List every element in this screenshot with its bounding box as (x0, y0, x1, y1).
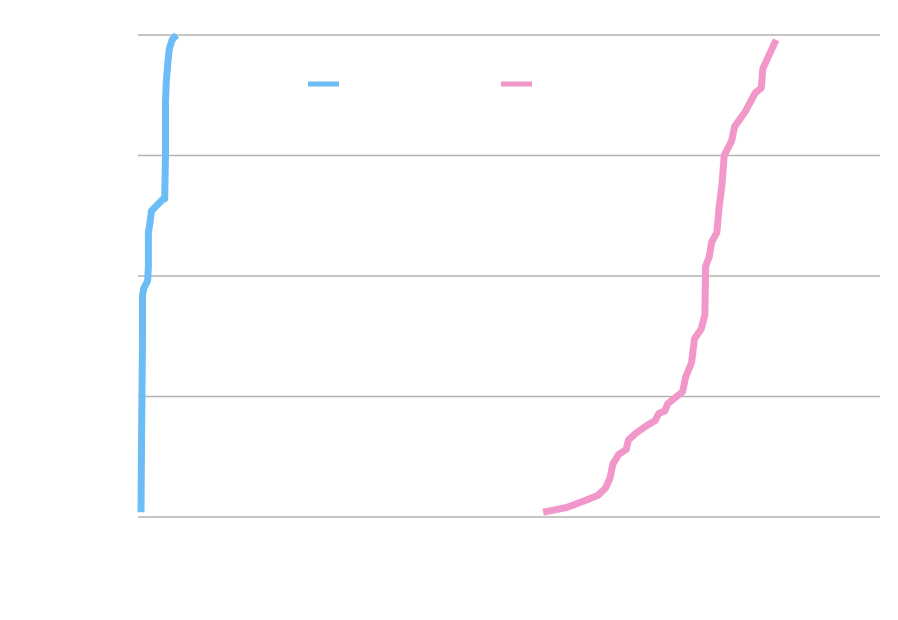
series-line-2 (542, 38, 780, 516)
series-line-1 (137, 32, 180, 513)
gridlines (138, 34, 880, 518)
series-lines (137, 32, 780, 516)
